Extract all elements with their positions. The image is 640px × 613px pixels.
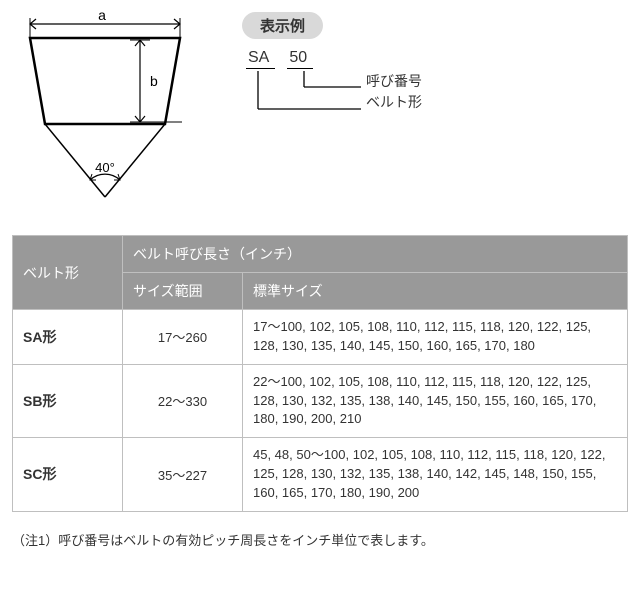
footnote: （注1）呼び番号はベルトの有効ピッチ周長さをインチ単位で表します。 (12, 530, 628, 549)
table-row: SA形17～26017～100, 102, 105, 108, 110, 112… (13, 310, 628, 365)
example-badge: 表示例 (242, 12, 323, 39)
cell-standard-sizes: 17～100, 102, 105, 108, 110, 112, 115, 11… (243, 310, 628, 365)
dim-b-label: b (150, 73, 158, 89)
callout-call-number: 呼び番号 (366, 71, 422, 92)
th-length: ベルト呼び長さ（インチ） (123, 236, 628, 273)
th-belt-type: ベルト形 (13, 236, 123, 310)
cell-belt-type: SA形 (13, 310, 123, 365)
example-part-type: SA (246, 49, 275, 69)
angle-label: 40° (95, 160, 115, 175)
dim-a-label: a (98, 12, 106, 23)
cell-belt-type: SB形 (13, 364, 123, 438)
cell-belt-type: SC形 (13, 438, 123, 512)
th-standard: 標準サイズ (243, 273, 628, 310)
cell-size-range: 17～260 (123, 310, 243, 365)
cell-standard-sizes: 45, 48, 50～100, 102, 105, 108, 110, 112,… (243, 438, 628, 512)
th-range: サイズ範囲 (123, 273, 243, 310)
belt-size-table: ベルト形 ベルト呼び長さ（インチ） サイズ範囲 標準サイズ SA形17～2601… (12, 235, 628, 512)
designation-example: 表示例 SA 50 呼び番号 ベルト形 (242, 12, 628, 121)
table-row: SB形22～33022～100, 102, 105, 108, 110, 112… (13, 364, 628, 438)
table-row: SC形35～22745, 48, 50～100, 102, 105, 108, … (13, 438, 628, 512)
cell-size-range: 22～330 (123, 364, 243, 438)
callout-belt-type: ベルト形 (366, 92, 422, 113)
example-part-number: 50 (287, 49, 313, 69)
cell-standard-sizes: 22～100, 102, 105, 108, 110, 112, 115, 11… (243, 364, 628, 438)
cross-section-diagram: a 40° b (12, 12, 212, 215)
cell-size-range: 35～227 (123, 438, 243, 512)
